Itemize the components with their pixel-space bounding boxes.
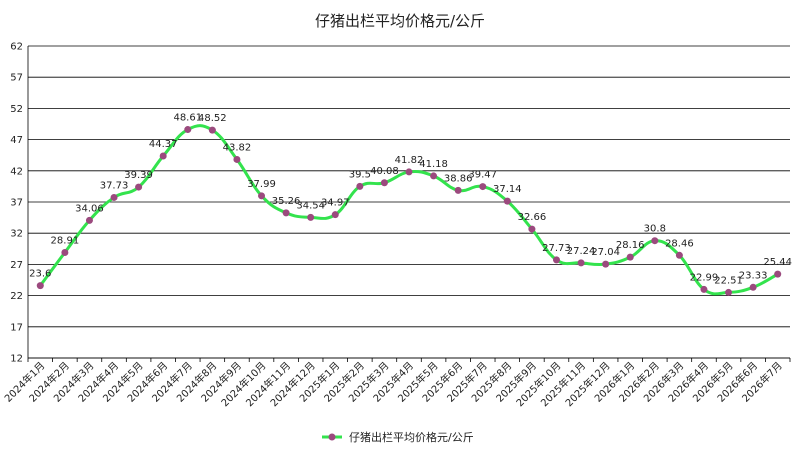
- data-point: [405, 168, 413, 176]
- data-label: 37.14: [493, 184, 522, 195]
- data-label: 39.47: [468, 170, 497, 181]
- data-point: [135, 183, 143, 191]
- data-point: [651, 237, 659, 245]
- data-label: 48.52: [198, 113, 227, 124]
- data-point: [208, 126, 216, 134]
- data-label: 39.5: [349, 169, 371, 180]
- data-label: 25.44: [763, 257, 792, 268]
- data-label: 27.24: [567, 246, 596, 257]
- data-point: [331, 211, 339, 219]
- data-point: [774, 270, 782, 278]
- data-point: [61, 248, 69, 256]
- y-tick-label: 17: [10, 322, 23, 333]
- data-label: 23.6: [29, 269, 51, 280]
- data-label: 28.91: [51, 235, 80, 246]
- x-axis: 2024年1月2024年2月2024年3月2024年4月2024年5月2024年…: [2, 357, 791, 409]
- data-point: [430, 172, 438, 180]
- y-tick-label: 37: [10, 198, 23, 209]
- y-tick-label: 47: [10, 135, 23, 146]
- data-label: 22.99: [690, 272, 719, 283]
- data-point: [380, 179, 388, 187]
- data-label: 40.08: [370, 166, 399, 177]
- data-label: 48.61: [173, 113, 202, 124]
- y-tick-label: 57: [10, 73, 23, 84]
- y-tick-label: 22: [10, 291, 23, 302]
- data-label: 43.82: [223, 142, 252, 153]
- data-label: 37.99: [247, 179, 276, 190]
- data-point: [749, 283, 757, 291]
- data-label: 37.73: [100, 180, 129, 191]
- y-tick-label: 42: [10, 166, 23, 177]
- y-axis: 12 17 22 27 32 37 42 47 52 57 62: [10, 42, 29, 365]
- legend: 仔猪出栏平均价格元/公斤: [322, 430, 474, 444]
- data-point: [528, 225, 536, 233]
- data-point: [725, 288, 733, 296]
- data-point: [479, 183, 487, 191]
- data-point: [282, 209, 290, 217]
- series-line: [39, 124, 779, 296]
- data-point: [577, 259, 585, 267]
- data-label: 34.54: [296, 200, 325, 211]
- data-label: 27.73: [542, 243, 571, 254]
- data-label: 39.39: [124, 170, 153, 181]
- data-label: 23.33: [739, 270, 768, 281]
- data-label: 27.04: [591, 247, 620, 258]
- y-tick-label: 12: [10, 354, 23, 365]
- y-tick-label: 62: [10, 42, 23, 53]
- data-point: [184, 126, 192, 134]
- y-tick-label: 52: [10, 104, 23, 115]
- data-point: [233, 155, 241, 163]
- data-label: 44.37: [149, 139, 178, 150]
- data-point: [110, 193, 118, 201]
- data-label: 32.66: [518, 212, 547, 223]
- y-tick-label: 32: [10, 229, 23, 240]
- data-label: 41.82: [395, 155, 424, 166]
- data-point: [36, 282, 44, 290]
- data-label: 30.8: [644, 224, 666, 235]
- data-label: 28.16: [616, 240, 645, 251]
- legend-marker-swatch: [328, 433, 336, 441]
- data-point: [356, 182, 364, 190]
- data-label: 38.86: [444, 173, 473, 184]
- series-line-group: [36, 124, 782, 296]
- data-point: [626, 253, 634, 261]
- chart-title: 仔猪出栏平均价格元/公斤: [315, 12, 485, 30]
- y-tick-label: 27: [10, 260, 23, 271]
- data-point: [307, 213, 315, 221]
- data-label: 22.51: [714, 275, 743, 286]
- data-label: 34.06: [75, 203, 104, 214]
- data-point: [552, 256, 560, 264]
- legend-entry: 仔猪出栏平均价格元/公斤: [349, 430, 474, 444]
- data-point: [159, 152, 167, 160]
- data-point: [454, 186, 462, 194]
- data-point: [602, 260, 610, 268]
- data-label: 28.46: [665, 238, 694, 249]
- data-point: [700, 285, 708, 293]
- data-point: [675, 251, 683, 259]
- data-label: 35.26: [272, 196, 301, 207]
- gridlines: [28, 45, 790, 359]
- data-point: [503, 197, 511, 205]
- data-label: 34.97: [321, 198, 350, 209]
- data-point: [85, 216, 93, 224]
- data-point: [258, 192, 266, 200]
- data-label: 41.18: [419, 159, 448, 170]
